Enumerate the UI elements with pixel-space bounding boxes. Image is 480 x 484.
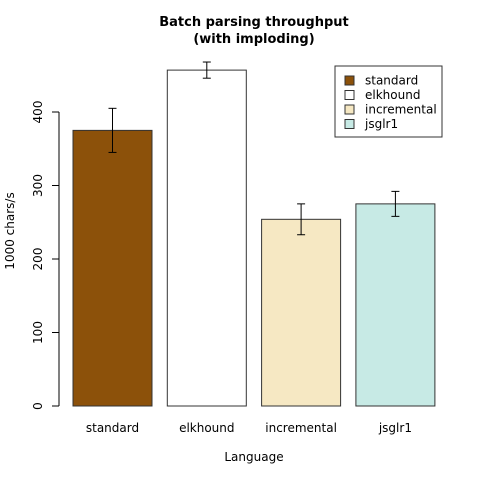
y-tick-label: 200 [31,248,45,271]
x-tick-label: elkhound [179,421,234,435]
bar [166,69,247,407]
legend-swatch [344,119,355,129]
x-tick-label: jsglr1 [378,421,412,435]
legend-swatch [344,104,355,115]
y-tick-label: 0 [31,402,45,410]
chart-subtitle: (with imploding) [193,32,314,47]
legend-label: jsglr1 [364,117,398,131]
x-tick-label: incremental [265,421,337,435]
y-tick-label: 100 [31,321,45,344]
chart-title: Batch parsing throughput [159,15,349,30]
y-tick-label: 300 [31,174,45,197]
legend-label: elkhound [365,88,420,102]
x-tick-label: standard [86,421,139,435]
legend-swatch [344,90,355,100]
bar [72,129,153,407]
y-axis-label: 1000 chars/s [3,192,17,269]
bar [355,203,436,407]
bar [261,218,342,407]
legend-label: standard [365,74,418,88]
legend-swatch [344,75,355,86]
x-axis-label: Language [224,450,283,464]
legend-label: incremental [365,103,437,117]
y-tick-label: 400 [31,101,45,124]
